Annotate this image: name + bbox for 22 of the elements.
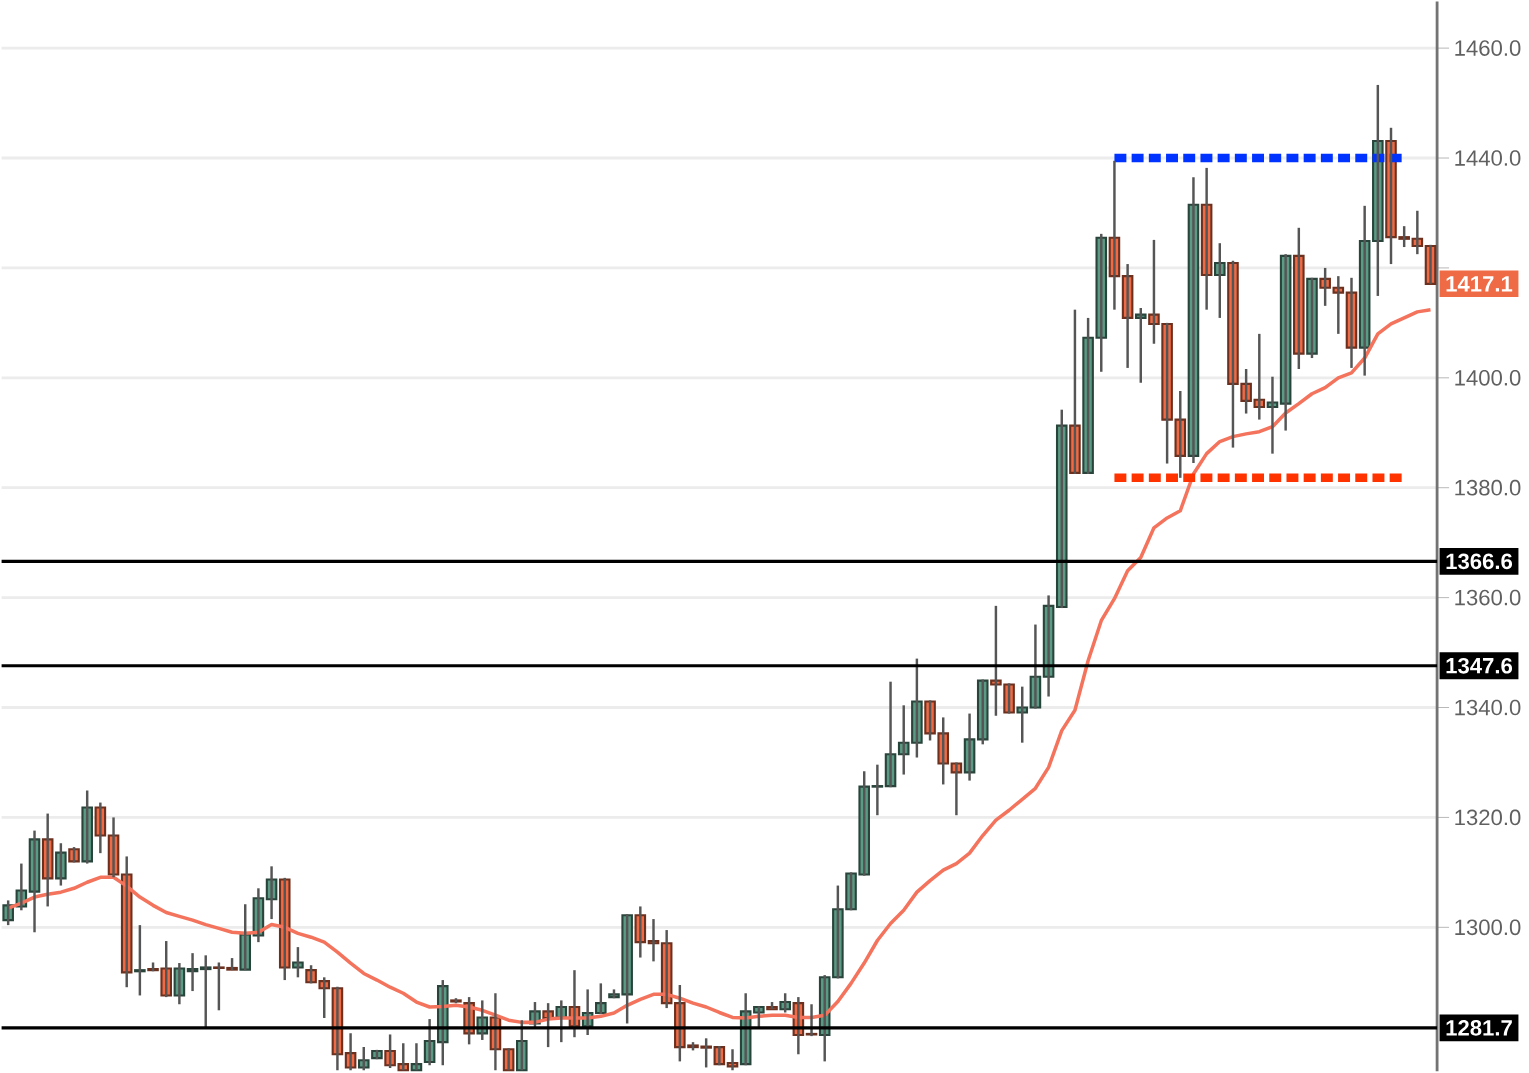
candlestick bbox=[1016, 685, 1029, 745]
ref-line-label: 1347.6 bbox=[1446, 658, 1513, 674]
y-tick-label: 1460.0 bbox=[1455, 40, 1521, 57]
candlestick bbox=[871, 763, 884, 817]
y-tick-label: 1400.0 bbox=[1455, 370, 1521, 386]
ref-line-label: 1281.7 bbox=[1446, 1020, 1512, 1036]
y-tick-label: 1300.0 bbox=[1455, 919, 1521, 936]
candlestick bbox=[502, 1047, 515, 1072]
candlestick bbox=[805, 1003, 818, 1038]
y-tick-label: 1320.0 bbox=[1455, 809, 1521, 826]
candlestick bbox=[1424, 243, 1437, 286]
y-tick-label: 1380.0 bbox=[1455, 480, 1521, 496]
y-tick-label: 1440.0 bbox=[1455, 150, 1521, 167]
ref-line-label: 1366.6 bbox=[1446, 553, 1513, 570]
y-tick-label: 1360.0 bbox=[1455, 589, 1521, 606]
candlestick bbox=[713, 1044, 726, 1067]
candlestick bbox=[134, 924, 146, 997]
candlestick bbox=[199, 954, 212, 1029]
y-tick-label: 1340.0 bbox=[1455, 699, 1521, 716]
candlestick bbox=[1319, 266, 1331, 308]
candlestick bbox=[292, 946, 304, 979]
text: 1417.1 bbox=[1446, 276, 1513, 292]
